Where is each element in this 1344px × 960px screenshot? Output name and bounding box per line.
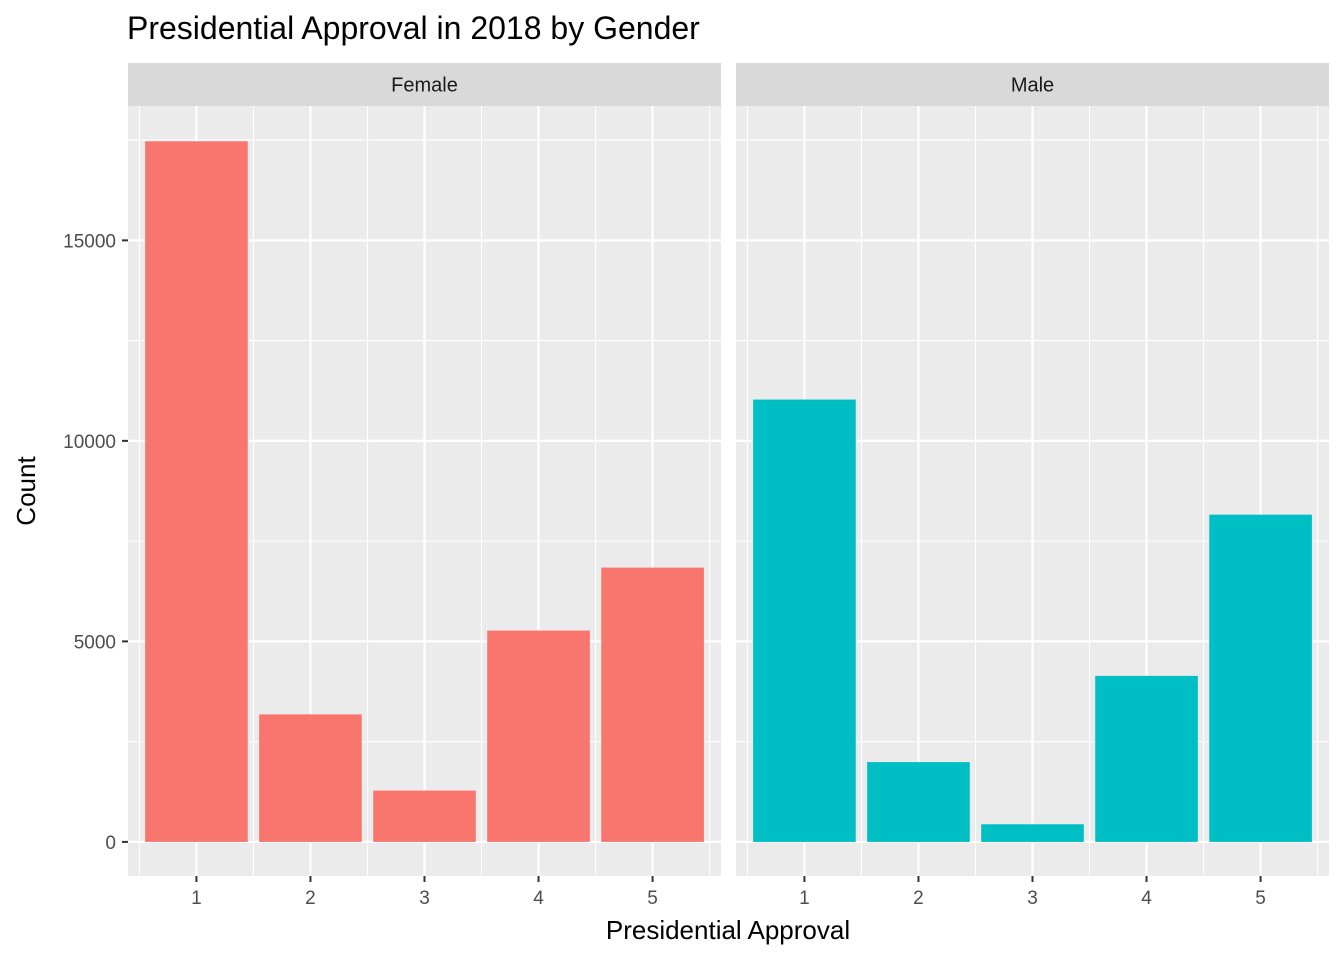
bar-male-3	[981, 824, 1084, 842]
x-tick-label: 2	[913, 888, 924, 909]
y-axis: 0 5000 10000 15000	[63, 231, 128, 854]
x-tick-label: 2	[305, 888, 316, 909]
facet-strip-label: Male	[1011, 75, 1054, 97]
x-tick-label: 3	[419, 888, 430, 909]
facet-strip	[736, 63, 1329, 106]
bar-female-1	[145, 141, 248, 842]
bar-female-4	[487, 630, 590, 842]
x-tick-label: 5	[647, 888, 658, 909]
chart-title: Presidential Approval in 2018 by Gender	[127, 10, 700, 46]
x-tick-label: 4	[533, 888, 544, 909]
bar-female-2	[259, 714, 362, 842]
x-tick-label: 4	[1141, 888, 1152, 909]
facet-panels: Female 1 2 3 4 5 Male 1 2 3 4 5	[128, 63, 1329, 909]
bar-male-2	[867, 762, 970, 842]
y-axis-title: Count	[11, 456, 41, 526]
y-tick-label: 0	[105, 833, 116, 854]
x-tick-label: 1	[191, 888, 202, 909]
facet-panel-male: Male 1 2 3 4 5	[736, 63, 1329, 909]
x-tick-label: 5	[1255, 888, 1266, 909]
facet-panel-female: Female 1 2 3 4 5	[128, 63, 721, 909]
facet-strip	[128, 63, 721, 106]
y-tick-label: 15000	[63, 231, 116, 252]
x-axis-title: Presidential Approval	[606, 915, 850, 945]
y-tick-label: 5000	[74, 632, 116, 653]
x-tick-label: 3	[1027, 888, 1038, 909]
bar-female-5	[601, 567, 704, 842]
y-tick-label: 10000	[63, 432, 116, 453]
facet-strip-label: Female	[391, 75, 458, 97]
bar-male-1	[753, 399, 856, 842]
bar-male-5	[1209, 514, 1312, 842]
bar-male-4	[1095, 675, 1198, 842]
bar-female-3	[373, 790, 476, 842]
x-tick-label: 1	[799, 888, 810, 909]
